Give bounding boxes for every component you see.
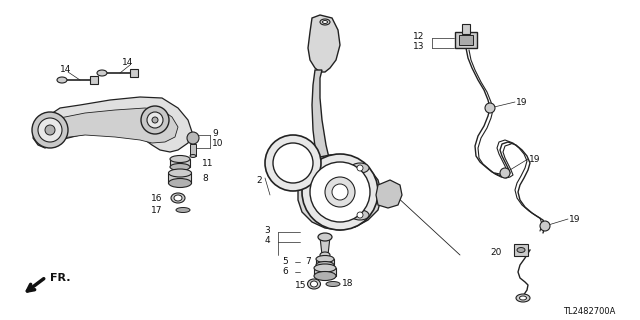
Bar — [316, 259, 334, 265]
Circle shape — [152, 117, 158, 123]
Circle shape — [485, 103, 495, 113]
Text: 7: 7 — [305, 257, 311, 266]
Circle shape — [325, 177, 355, 207]
Ellipse shape — [517, 247, 525, 252]
Text: 10: 10 — [212, 139, 223, 148]
Bar — [462, 24, 470, 34]
Ellipse shape — [170, 164, 190, 171]
Bar — [314, 268, 336, 276]
Ellipse shape — [171, 193, 185, 203]
Text: 11: 11 — [202, 158, 214, 167]
Circle shape — [265, 135, 321, 191]
Bar — [168, 173, 191, 183]
Text: 16: 16 — [150, 194, 162, 203]
Text: 4: 4 — [264, 236, 270, 244]
Ellipse shape — [520, 296, 527, 300]
Ellipse shape — [310, 281, 317, 287]
Text: 15: 15 — [294, 281, 306, 290]
Text: 12: 12 — [413, 31, 424, 41]
Circle shape — [141, 106, 169, 134]
Text: 19: 19 — [569, 214, 580, 223]
Ellipse shape — [351, 210, 369, 220]
Polygon shape — [312, 70, 336, 182]
Ellipse shape — [351, 163, 369, 173]
Circle shape — [147, 112, 163, 128]
Circle shape — [310, 162, 370, 222]
Bar — [190, 144, 196, 156]
Ellipse shape — [176, 207, 190, 212]
Polygon shape — [33, 97, 192, 152]
Bar — [90, 76, 98, 84]
Bar — [455, 32, 477, 48]
Text: 2: 2 — [257, 175, 262, 185]
Circle shape — [302, 154, 378, 230]
Text: 13: 13 — [413, 42, 424, 51]
Ellipse shape — [314, 271, 336, 281]
Polygon shape — [320, 237, 330, 255]
Ellipse shape — [307, 279, 321, 289]
Text: 8: 8 — [202, 173, 208, 182]
Ellipse shape — [174, 195, 182, 201]
Ellipse shape — [323, 20, 328, 23]
Text: 20: 20 — [491, 247, 502, 257]
Polygon shape — [298, 155, 382, 230]
Circle shape — [357, 165, 363, 171]
Bar — [170, 159, 190, 167]
Bar — [130, 69, 138, 77]
Ellipse shape — [326, 282, 340, 286]
Text: 14: 14 — [122, 58, 133, 67]
Polygon shape — [55, 108, 178, 143]
Circle shape — [32, 112, 68, 148]
Ellipse shape — [170, 156, 190, 163]
Circle shape — [187, 132, 199, 144]
Ellipse shape — [168, 169, 191, 177]
Text: 9: 9 — [212, 129, 218, 138]
Ellipse shape — [320, 252, 330, 258]
Text: 6: 6 — [282, 268, 288, 276]
Text: 3: 3 — [264, 226, 270, 235]
Ellipse shape — [314, 264, 336, 272]
Circle shape — [540, 221, 550, 231]
Circle shape — [38, 118, 62, 142]
Text: 18: 18 — [342, 279, 353, 289]
Polygon shape — [376, 180, 402, 208]
Ellipse shape — [97, 70, 107, 76]
Bar — [514, 244, 528, 256]
Text: 17: 17 — [150, 205, 162, 214]
Ellipse shape — [320, 19, 330, 25]
Ellipse shape — [57, 77, 67, 83]
Ellipse shape — [516, 294, 530, 302]
Text: 5: 5 — [282, 258, 288, 267]
Text: TL2482700A: TL2482700A — [563, 308, 615, 316]
Circle shape — [500, 168, 510, 178]
Ellipse shape — [318, 233, 332, 241]
Circle shape — [357, 212, 363, 218]
Text: FR.: FR. — [50, 273, 70, 283]
Polygon shape — [308, 15, 340, 72]
Ellipse shape — [168, 179, 191, 188]
Ellipse shape — [190, 155, 196, 157]
Text: 19: 19 — [529, 155, 541, 164]
Circle shape — [273, 143, 313, 183]
Bar — [459, 35, 473, 45]
Text: 14: 14 — [60, 65, 72, 74]
Circle shape — [332, 184, 348, 200]
Text: 19: 19 — [516, 98, 527, 107]
Ellipse shape — [316, 255, 334, 262]
Circle shape — [45, 125, 55, 135]
Ellipse shape — [316, 261, 334, 268]
